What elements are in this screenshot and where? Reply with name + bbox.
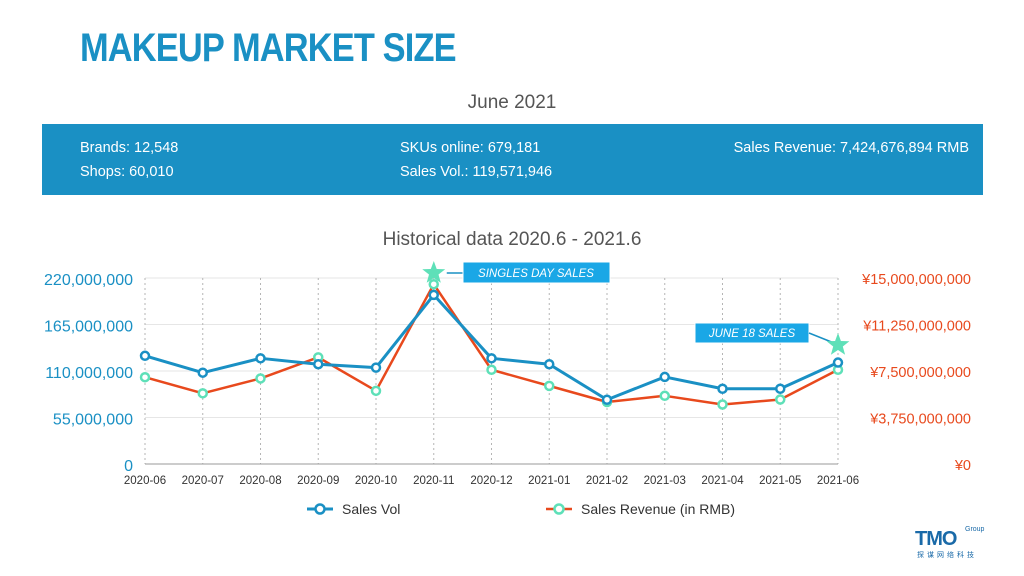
y-left-tick-label: 0 [124,458,133,475]
x-tick-label: 2021-02 [586,475,628,487]
x-tick-label: 2020-10 [355,475,397,487]
page-title: MAKEUP MARKET SIZE [80,26,457,70]
y-right-tick-label: ¥3,750,000,000 [869,412,971,428]
sales-vol-point [255,353,266,364]
sales-revenue-point [255,373,266,384]
sales-vol-point [832,357,844,368]
stat-skus: SKUs online: 679,181 [400,140,541,156]
sales-vol-point [428,289,439,301]
y-left-tick-label: 220,000,000 [44,272,133,289]
stat-sales-vol: Sales Vol.: 119,571,946 [400,164,553,180]
x-tick-label: 2020-11 [413,475,454,487]
legend-marker-sales-revenue [553,503,565,515]
logo-sub-text: 探谋网络科技 [917,552,977,559]
logo-group-text: Group [965,526,985,533]
y-left-tick-label: 165,000,000 [44,319,133,336]
stat-brands: Brands: 12,548 [80,140,179,156]
y-left-tick-label: 55,000,000 [53,412,133,429]
x-tick-label: 2020-09 [297,475,339,487]
stats-banner: Brands: 12,548 Shops: 60,010 SKUs online… [42,124,983,195]
period-label: June 2021 [467,92,557,113]
sales-revenue-point [486,364,497,376]
annotation-box [462,261,611,284]
sales-revenue-point [139,371,151,383]
chart-title: Historical data 2020.6 - 2021.6 [382,229,642,250]
x-tick-label: 2021-01 [528,475,570,487]
sales-vol-point [717,383,728,395]
sales-revenue-point [197,388,208,399]
stat-sales-revenue: Sales Revenue: 7,424,676,894 RMB [733,140,969,156]
annotation-label-june-18: JUNE 18 SALES [708,328,796,340]
legend-label-sales-revenue: Sales Revenue (in RMB) [581,501,735,517]
legend-label-sales-vol: Sales Vol [342,501,400,517]
legend-marker-sales-vol [314,503,326,515]
y-right-tick-label: ¥7,500,000,000 [869,365,971,381]
x-tick-label: 2021-06 [817,475,859,487]
company-logo: TMO Group 探谋网络科技 [915,526,995,560]
x-tick-label: 2020-08 [239,475,281,487]
x-tick-label: 2020-06 [124,475,166,487]
x-tick-label: 2021-05 [759,475,801,487]
x-tick-label: 2020-07 [182,475,224,487]
sales-vol-point [601,394,613,405]
sales-revenue-point [717,399,728,410]
sales-revenue-point [544,380,555,392]
x-tick-label: 2020-12 [470,475,512,487]
sales-revenue-point [370,385,382,397]
sales-vol-point [775,383,786,395]
sales-revenue-point [428,278,439,290]
y-right-tick-label: ¥0 [954,458,971,474]
sales-revenue-point [659,390,670,402]
y-left-tick-label: 110,000,000 [45,365,133,382]
y-right-tick-label: ¥11,250,000,000 [862,319,971,335]
sales-vol-point [486,353,497,364]
sales-vol-point [313,358,324,370]
x-tick-label: 2021-03 [644,475,686,487]
sales-vol-point [139,350,151,362]
annotation-label-singles-day: SINGLES DAY SALES [478,268,594,280]
singles-day-star-icon [422,261,446,283]
sales-vol-point [197,367,208,378]
logo-main-text: TMO [915,528,957,550]
y-right-tick-label: ¥15,000,000,000 [861,272,971,288]
june-18-star-icon [826,333,850,355]
x-tick-label: 2021-04 [701,475,744,487]
sales-revenue-point [775,394,786,405]
sales-vol-point [370,362,382,373]
stat-shops: Shops: 60,010 [80,164,174,180]
sales-vol-point [659,371,670,383]
sales-vol-point [544,358,555,370]
